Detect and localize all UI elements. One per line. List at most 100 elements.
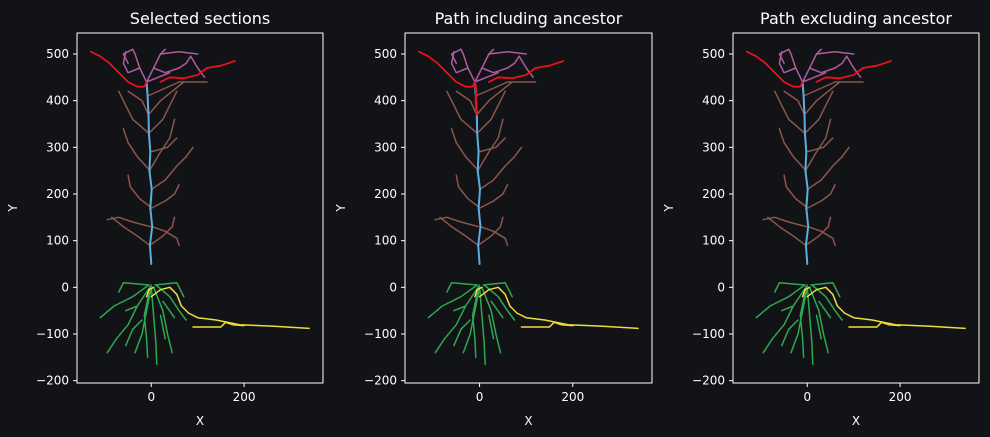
y-axis-label: Y [6,204,20,213]
apical-dendrite-1 [111,216,151,247]
axes-frame [732,32,980,384]
basal-dendrite-5 [152,286,173,354]
basal-dendrite-8 [118,281,150,293]
apical-dendrite-3 [479,146,523,191]
apical-dendrite-1 [439,216,479,247]
tuft-dendrite-6 [474,71,499,83]
apical-dendrite-10 [127,174,153,209]
axon-1 [478,286,639,330]
basal-dendrite-8 [446,281,478,293]
y-tick-label: 0 [389,280,397,294]
tuft-dendrite-2 [145,48,166,83]
x-tick-label: 200 [233,390,256,404]
basal-dendrite-13 [162,300,176,319]
y-tick-label: 500 [374,47,397,61]
tuft-dendrite-4 [808,55,848,74]
apical-dendrite-12 [151,225,180,247]
axon-3 [801,286,811,298]
apical-dendrite-4 [778,127,808,172]
basal-dendrite-11 [159,314,166,340]
apical-dendrite-13 [475,81,537,97]
apical-dendrite-14 [149,137,178,153]
y-tick-label: 500 [702,47,725,61]
basal-dendrite-4 [150,286,158,366]
basal-dendrite-9 [471,286,480,359]
apical-dendrite-13 [146,81,208,97]
x-tick-label: 0 [147,390,155,404]
apical-dendrite-8 [783,90,806,116]
y-tick-label: 300 [702,140,725,154]
apical-dendrite-4 [450,127,480,172]
axon-1 [150,286,310,330]
apical-dendrite-15 [477,216,504,247]
basal-dendrite-12 [780,319,799,347]
basal-dendrite-7 [810,281,841,298]
tuft-dendrite-4 [481,55,520,74]
basal-dendrite-1 [762,284,809,354]
axon-2 [520,321,574,328]
tuft-dendrite-7 [450,48,462,65]
y-tick-label: −100 [692,327,725,341]
apical-dendrite-8 [455,90,478,116]
apical-dendrite-5 [804,118,832,172]
apical-dendrite-7 [148,90,178,135]
y-tick-label: 500 [46,47,69,61]
apical-dendrite-3 [150,146,194,191]
apical-dendrite-6 [446,90,478,135]
apical-dendrite-11 [806,183,836,209]
tuft-dendrite-5 [159,50,199,55]
axon-3 [145,286,155,298]
tuft-dendrite-7 [122,48,134,65]
apical-trunk-1 [145,81,154,265]
apical-dendrite-3 [806,146,850,191]
apical-dendrite-10 [455,174,481,209]
basal-dendrite-10 [124,305,139,312]
basal-dendrite-6 [811,284,843,321]
apical-dendrite-15 [805,216,832,247]
y-tick-label: −200 [364,374,397,388]
panel-3: −200 −100 0 100 200 300 400 500 0 200 Path excludi… [662,9,980,428]
basal-dendrite-11 [488,314,495,340]
tuft-dendrite-1 [131,48,148,83]
panel-title: Selected sections [130,9,270,28]
apical-dendrite-13 [802,81,864,97]
apical-dendrite-15 [149,216,176,247]
axes-frame [76,32,324,384]
apical-dendrite-1 [767,216,807,247]
basal-dendrite-10 [780,305,795,312]
x-tick-label: 200 [889,390,912,404]
apical-dendrite-8 [127,90,150,116]
y-tick-label: 300 [374,140,397,154]
apical-dendrite-7 [804,90,834,135]
y-tick-label: −200 [692,374,725,388]
y-tick-label: 100 [702,234,725,248]
basal-dendrite-13 [490,300,504,319]
apical-dendrite-9 [147,81,185,116]
apical-dendrite-7 [476,90,506,135]
axon-1 [806,286,966,330]
x-axis-label: X [196,414,204,428]
basal-dendrite-2 [427,284,478,319]
y-tick-label: 200 [702,187,725,201]
x-tick-label: 200 [561,390,584,404]
axon-2 [192,321,245,328]
basal-dendrite-1 [106,284,153,354]
basal-dendrite-11 [815,314,822,340]
basal-dendrite-6 [155,284,187,321]
apical-dendrite-5 [476,118,504,172]
tuft-dendrite-1 [460,48,476,83]
apical-dendrite-12 [807,225,836,247]
y-tick-label: 300 [46,140,69,154]
selected-branch-a-1 [746,50,804,88]
apical-dendrite-12 [479,225,509,247]
selected-branch-a-1 [90,50,148,88]
x-axis-label: X [524,414,532,428]
tuft-dendrite-7 [778,48,790,65]
selected-branch-a-1 [418,50,476,88]
y-tick-label: −100 [364,327,397,341]
tuft-dendrite-4 [152,55,192,74]
tuft-dendrite-2 [474,48,495,83]
basal-dendrite-4 [478,286,486,366]
x-tick-label: 0 [803,390,811,404]
basal-dendrite-13 [818,300,832,319]
